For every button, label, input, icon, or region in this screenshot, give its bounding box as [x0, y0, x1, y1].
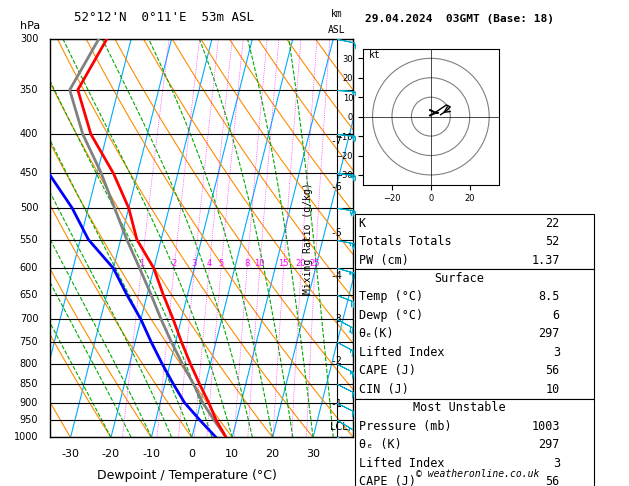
- Text: Most Unstable: Most Unstable: [413, 401, 506, 414]
- Text: 297: 297: [538, 438, 560, 451]
- Text: ASL: ASL: [328, 25, 345, 35]
- Text: 500: 500: [19, 203, 38, 213]
- Text: 900: 900: [20, 398, 38, 408]
- Text: 22: 22: [545, 217, 560, 229]
- Text: 8.5: 8.5: [538, 291, 560, 303]
- Text: 52°12'N  0°11'E  53m ASL: 52°12'N 0°11'E 53m ASL: [74, 11, 253, 24]
- Text: © weatheronline.co.uk: © weatheronline.co.uk: [416, 469, 540, 479]
- Text: θₑ(K): θₑ(K): [359, 328, 394, 340]
- Text: -20: -20: [102, 450, 120, 459]
- Text: Lifted Index: Lifted Index: [359, 457, 444, 469]
- Text: -6: -6: [331, 182, 342, 192]
- Text: Surface: Surface: [434, 272, 484, 285]
- Text: CAPE (J): CAPE (J): [359, 475, 416, 486]
- Text: 750: 750: [19, 337, 38, 347]
- Text: 1.37: 1.37: [532, 254, 560, 266]
- Text: -30: -30: [62, 450, 79, 459]
- Text: -7: -7: [331, 136, 342, 146]
- Text: 1003: 1003: [532, 420, 560, 433]
- Text: 15: 15: [279, 260, 289, 268]
- Text: Mixing Ratio (g/kg): Mixing Ratio (g/kg): [303, 182, 313, 294]
- Text: 56: 56: [545, 475, 560, 486]
- Text: -3: -3: [331, 314, 342, 324]
- Text: LCL: LCL: [330, 422, 347, 433]
- Text: 0: 0: [188, 450, 195, 459]
- Text: 8: 8: [245, 260, 250, 268]
- Text: Lifted Index: Lifted Index: [359, 346, 444, 359]
- Text: -10: -10: [142, 450, 160, 459]
- Text: 20: 20: [265, 450, 280, 459]
- Text: 297: 297: [538, 328, 560, 340]
- Text: 2: 2: [172, 260, 177, 268]
- Text: 4: 4: [207, 260, 212, 268]
- Text: 10: 10: [225, 450, 239, 459]
- Text: 20: 20: [296, 260, 306, 268]
- Text: hPa: hPa: [21, 21, 41, 31]
- Text: 350: 350: [19, 85, 38, 95]
- Text: 600: 600: [20, 263, 38, 273]
- Text: -1: -1: [331, 399, 342, 409]
- Text: km: km: [331, 9, 342, 19]
- Text: PW (cm): PW (cm): [359, 254, 408, 266]
- Text: Dewpoint / Temperature (°C): Dewpoint / Temperature (°C): [97, 469, 277, 482]
- Text: -4: -4: [331, 272, 342, 281]
- Text: CAPE (J): CAPE (J): [359, 364, 416, 377]
- Text: 850: 850: [19, 379, 38, 389]
- Text: 300: 300: [20, 34, 38, 44]
- Text: 650: 650: [19, 290, 38, 300]
- Text: 3: 3: [553, 346, 560, 359]
- Text: 950: 950: [19, 416, 38, 425]
- Text: 700: 700: [19, 314, 38, 324]
- Text: 52: 52: [545, 235, 560, 248]
- Text: K: K: [359, 217, 365, 229]
- Text: θₑ (K): θₑ (K): [359, 438, 401, 451]
- Text: kt: kt: [369, 51, 381, 60]
- Text: Temp (°C): Temp (°C): [359, 291, 423, 303]
- Text: 6: 6: [553, 309, 560, 322]
- Text: 56: 56: [545, 364, 560, 377]
- Text: 450: 450: [19, 168, 38, 178]
- Text: 10: 10: [255, 260, 265, 268]
- Text: 3: 3: [192, 260, 197, 268]
- Text: Totals Totals: Totals Totals: [359, 235, 451, 248]
- Text: 800: 800: [20, 359, 38, 368]
- Text: -5: -5: [331, 228, 342, 239]
- Text: 1: 1: [139, 260, 144, 268]
- Text: 25: 25: [309, 260, 320, 268]
- Text: 5: 5: [218, 260, 224, 268]
- Text: -2: -2: [331, 356, 342, 366]
- Text: 10: 10: [545, 383, 560, 396]
- Text: 400: 400: [20, 129, 38, 139]
- Text: 30: 30: [306, 450, 320, 459]
- Text: 550: 550: [19, 235, 38, 244]
- Text: 1000: 1000: [14, 433, 38, 442]
- Text: 3: 3: [553, 457, 560, 469]
- Text: Dewp (°C): Dewp (°C): [359, 309, 423, 322]
- Text: 29.04.2024  03GMT (Base: 18): 29.04.2024 03GMT (Base: 18): [365, 14, 554, 24]
- Text: CIN (J): CIN (J): [359, 383, 408, 396]
- Text: Pressure (mb): Pressure (mb): [359, 420, 451, 433]
